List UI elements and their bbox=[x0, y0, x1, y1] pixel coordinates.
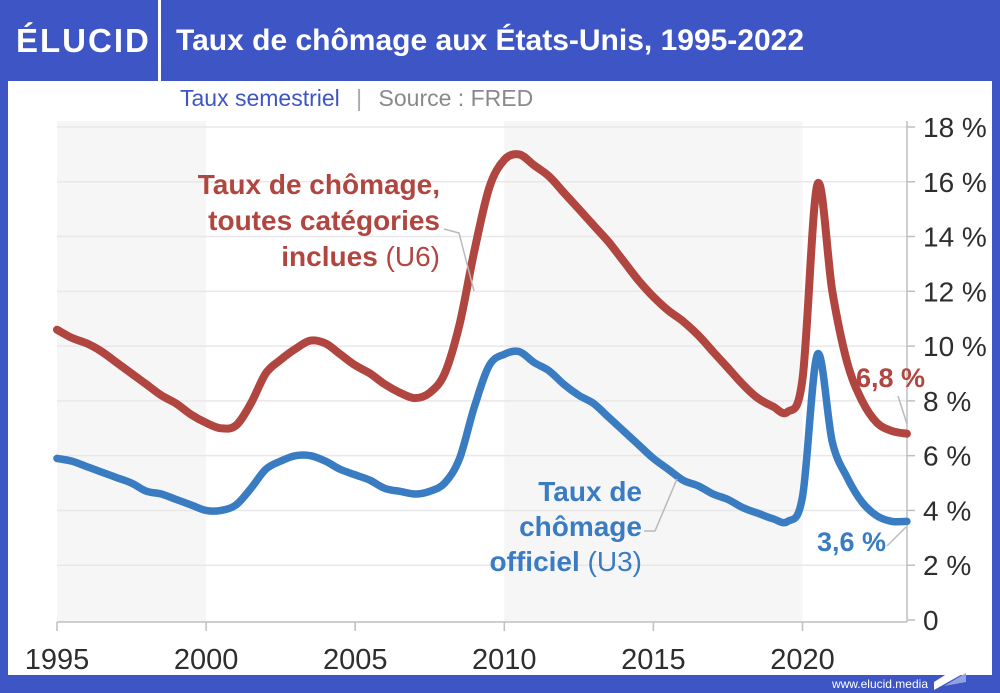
u3-end-value: 3,6 % bbox=[816, 527, 886, 557]
x-tick-label: 2015 bbox=[621, 644, 686, 676]
y-tick-label: 6 % bbox=[923, 441, 971, 472]
header-separator bbox=[158, 0, 161, 81]
axes bbox=[56, 121, 915, 631]
data-curves bbox=[53, 150, 911, 527]
flag-icon bbox=[934, 662, 966, 690]
chart-subtitle: Taux semestriel | Source : FRED bbox=[180, 85, 533, 112]
u6-annotation-line2: toutes catégories bbox=[208, 205, 440, 236]
subtitle-source: Source : FRED bbox=[378, 85, 534, 111]
u3-annotation-line1: Taux de bbox=[538, 476, 642, 507]
u3-annotation-line2: chômage bbox=[519, 511, 642, 542]
elucid-logo: ÉLUCID bbox=[16, 22, 151, 59]
footer-website[interactable]: www.elucid.media bbox=[831, 677, 928, 691]
y-tick-label: 10 % bbox=[923, 331, 987, 362]
y-tick-label: 2 % bbox=[923, 550, 971, 581]
header-bar: ÉLUCID Taux de chômage aux États-Unis, 1… bbox=[0, 0, 1000, 81]
u6-end-value: 6,8 % bbox=[855, 363, 925, 393]
u3-annotation: Taux de chômage officiel (U3) bbox=[490, 474, 642, 579]
subtitle-frequency: Taux semestriel bbox=[180, 85, 340, 111]
tick-labels: 1995 2000 2005 2010 2015 2020 18 % 16 % 14 % 12 %… bbox=[25, 112, 987, 676]
u6-annotation-line3: inclues (U6) bbox=[281, 241, 440, 272]
page-title: Taux de chômage aux États-Unis, 1995-202… bbox=[176, 24, 805, 57]
u6-annotation: Taux de chômage, toutes catégories inclu… bbox=[198, 167, 440, 275]
y-tick-label: 18 % bbox=[923, 112, 987, 143]
x-tick-label: 2020 bbox=[770, 644, 835, 676]
u3-annotation-connector bbox=[644, 478, 678, 532]
y-tick-label: 14 % bbox=[923, 222, 987, 253]
u6-curve bbox=[53, 150, 911, 438]
y-tick-label: 8 % bbox=[923, 386, 971, 417]
u3-curve bbox=[53, 347, 911, 527]
y-tick-label: 0 bbox=[923, 605, 939, 636]
y-tick-label: 12 % bbox=[923, 276, 987, 307]
background-bands bbox=[57, 121, 803, 622]
u3-value-connector bbox=[886, 526, 907, 547]
x-tick-label: 1995 bbox=[25, 644, 90, 676]
u6-annotation-connector bbox=[443, 228, 475, 292]
u6-value-connector bbox=[897, 395, 908, 425]
x-tick-label: 2010 bbox=[472, 644, 537, 676]
x-tick-label: 2000 bbox=[174, 644, 239, 676]
u6-annotation-line1: Taux de chômage, bbox=[197, 169, 440, 200]
y-tick-label: 4 % bbox=[923, 495, 971, 526]
u3-annotation-line3: officiel (U3) bbox=[489, 546, 642, 577]
subtitle-pipe: | bbox=[356, 85, 363, 111]
annotation-connectors bbox=[443, 228, 908, 547]
x-tick-label: 2005 bbox=[323, 644, 388, 676]
y-tick-label: 16 % bbox=[923, 167, 987, 198]
